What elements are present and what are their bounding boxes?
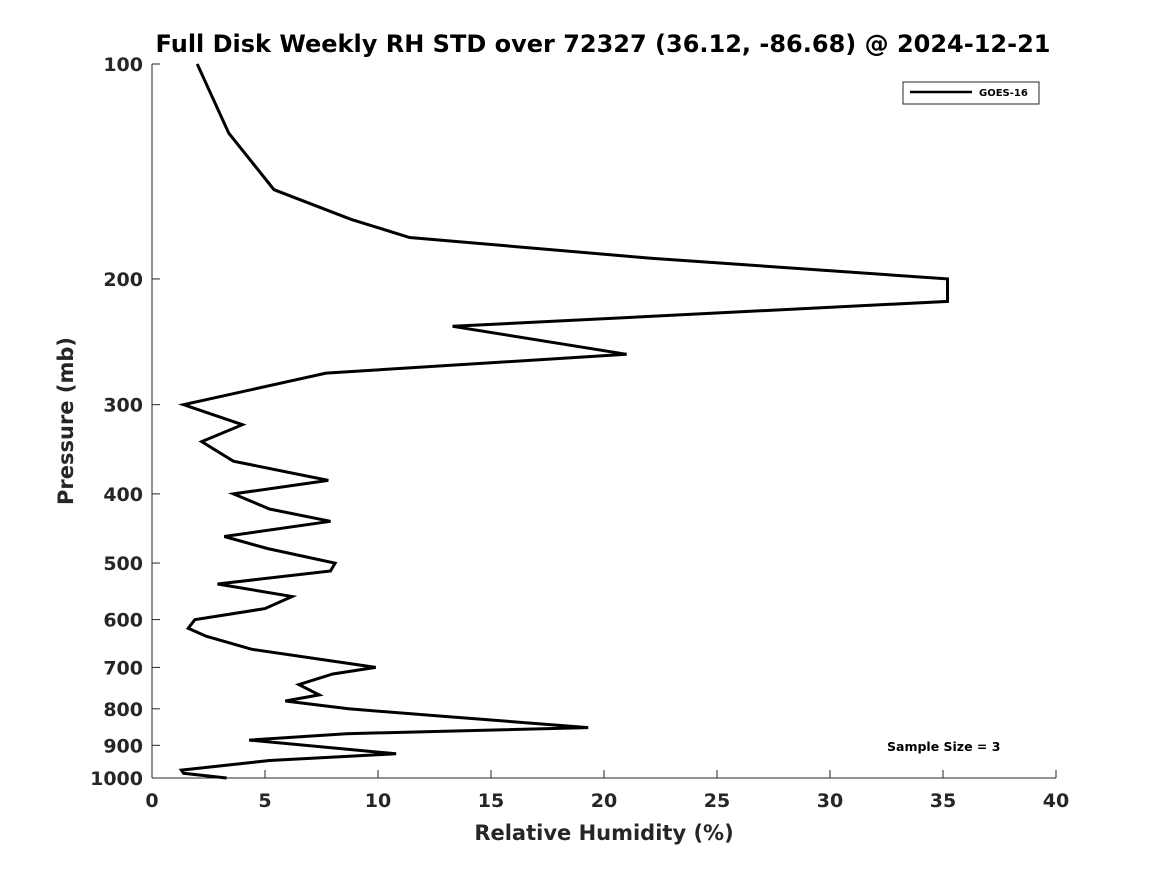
y-tick-label: 300: [103, 395, 143, 417]
x-tick-label: 20: [591, 790, 617, 812]
y-tick-label: 700: [103, 657, 143, 679]
x-tick-label: 30: [817, 790, 843, 812]
x-tick-label: 40: [1043, 790, 1069, 812]
legend: GOES-16: [902, 81, 1040, 105]
chart-title: Full Disk Weekly RH STD over 72327 (36.1…: [156, 30, 1051, 58]
x-ticks: 0 5 10 15 20 25 30 35 40: [145, 770, 1069, 812]
x-axis-label: Relative Humidity (%): [474, 821, 733, 845]
y-axis-label: Pressure (mb): [54, 337, 78, 505]
x-tick-label: 25: [704, 790, 730, 812]
sample-size-annotation: Sample Size = 3: [887, 739, 1000, 754]
series-line-goes-16: [178, 63, 949, 780]
y-tick-label: 600: [103, 610, 143, 632]
y-tick-label: 900: [103, 735, 143, 757]
legend-label-goes-16: GOES-16: [979, 88, 1028, 99]
x-tick-label: 5: [258, 790, 271, 812]
y-ticks: 100 200 300 400 500 600 700 800 900 1000: [90, 54, 160, 790]
y-tick-label: 1000: [90, 768, 143, 790]
y-tick-label: 100: [103, 54, 143, 76]
y-tick-label: 400: [103, 484, 143, 506]
x-tick-label: 35: [930, 790, 956, 812]
x-tick-label: 0: [145, 790, 158, 812]
y-tick-label: 200: [103, 269, 143, 291]
axes: [151, 64, 1056, 779]
x-tick-label: 15: [478, 790, 504, 812]
y-tick-label: 500: [103, 553, 143, 575]
x-tick-label: 10: [365, 790, 391, 812]
series-layer: [178, 63, 949, 780]
y-tick-label: 800: [103, 699, 143, 721]
